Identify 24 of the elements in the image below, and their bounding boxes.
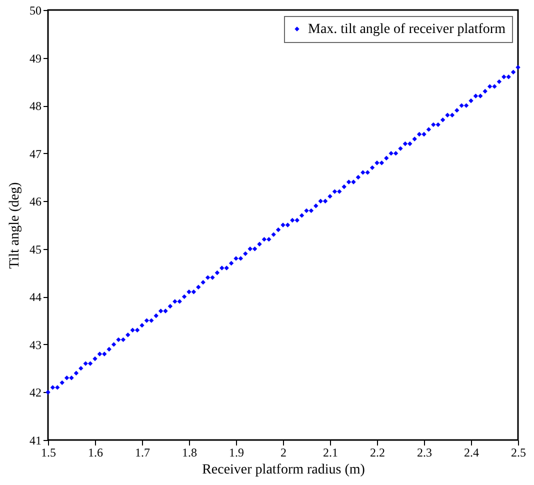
x-axis-title: Receiver platform radius (m): [202, 462, 366, 478]
x-tick-label: 2.2: [370, 446, 385, 460]
y-tick-label: 43: [30, 338, 42, 352]
x-tick-label: 2: [280, 446, 286, 460]
x-tick-label: 2.5: [511, 446, 526, 460]
y-axis-title: Tilt angle (deg): [8, 182, 22, 269]
x-tick-label: 1.9: [229, 446, 244, 460]
x-tick-label: 2.1: [323, 446, 338, 460]
x-tick-label: 2.3: [417, 446, 432, 460]
y-tick-label: 42: [30, 386, 42, 400]
x-tick-label: 1.7: [135, 446, 150, 460]
x-tick-label: 2.4: [464, 446, 479, 460]
x-tick-label: 1.5: [41, 446, 56, 460]
y-tick-label: 44: [30, 290, 42, 304]
y-tick-label: 45: [30, 242, 42, 256]
y-tick-label: 48: [30, 99, 42, 114]
x-tick-label: 1.8: [182, 446, 197, 460]
y-tick-label: 50: [30, 4, 42, 18]
y-tick-label: 49: [30, 51, 42, 66]
y-tick-label: 47: [30, 146, 42, 161]
y-tick-label: 41: [30, 434, 42, 448]
y-tick-label: 46: [30, 194, 42, 209]
legend-label: Max. tilt angle of receiver platform: [308, 22, 506, 37]
x-tick-label: 1.6: [88, 446, 103, 460]
